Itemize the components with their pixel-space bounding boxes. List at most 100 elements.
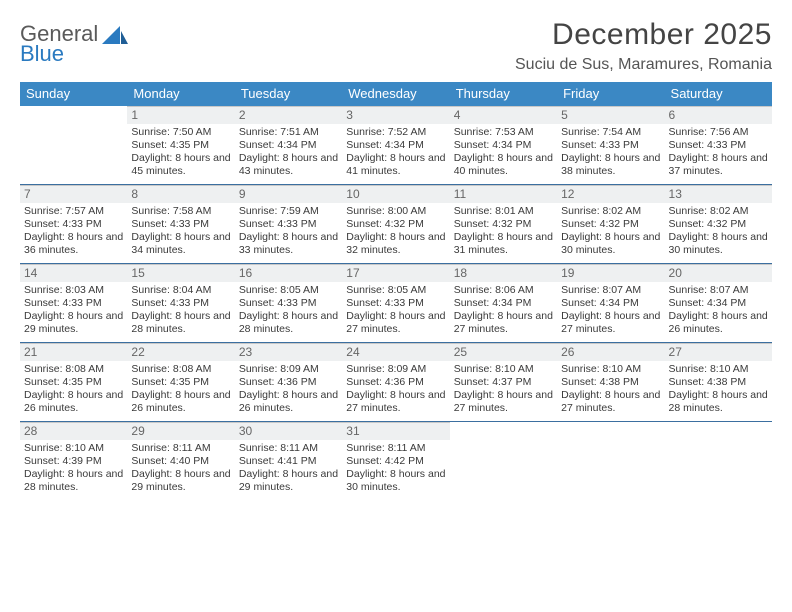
day-cell: 2Sunrise: 7:51 AMSunset: 4:34 PMDaylight… [235,106,342,184]
day-info: Sunrise: 7:56 AMSunset: 4:33 PMDaylight:… [669,126,768,178]
day-cell: 27 Sunrise: 8:10 AMSunset: 4:38 PMDayligh… [665,343,772,421]
day-cell: 24 Sunrise: 8:09 AMSunset: 4:36 PMDayligh… [342,343,449,421]
weekday-header: Sunday [20,82,127,106]
day-number: 29 [127,422,234,440]
weekday-header: Wednesday [342,82,449,106]
day-cell: 30 Sunrise: 8:11 AMSunset: 4:41 PMDayligh… [235,422,342,500]
day-cell: 23 Sunrise: 8:09 AMSunset: 4:36 PMDayligh… [235,343,342,421]
day-number: 14 [20,264,127,282]
day-number: 10 [342,185,449,203]
day-number: 18 [450,264,557,282]
day-info: Sunrise: 8:02 AMSunset: 4:32 PMDaylight:… [669,205,768,257]
day-info: Sunrise: 8:01 AMSunset: 4:32 PMDaylight:… [454,205,553,257]
weekday-header: Friday [557,82,664,106]
day-number: 21 [20,343,127,361]
weekday-header: Saturday [665,82,772,106]
calendar-page: General Blue December 2025 Suciu de Sus,… [0,0,792,500]
day-number: 26 [557,343,664,361]
day-number: 9 [235,185,342,203]
day-cell: 8Sunrise: 7:58 AMSunset: 4:33 PMDaylight… [127,185,234,263]
day-cell: 10Sunrise: 8:00 AMSunset: 4:32 PMDayligh… [342,185,449,263]
day-cell: 9 Sunrise: 7:59 AMSunset: 4:33 PMDaylight… [235,185,342,263]
day-info: Sunrise: 7:53 AMSunset: 4:34 PMDaylight:… [454,126,553,178]
day-cell: 22 Sunrise: 8:08 AMSunset: 4:35 PMDayligh… [127,343,234,421]
day-cell: 12Sunrise: 8:02 AMSunset: 4:32 PMDayligh… [557,185,664,263]
day-number: 27 [665,343,772,361]
day-number: 20 [665,264,772,282]
day-cell: 21 Sunrise: 8:08 AMSunset: 4:35 PMDayligh… [20,343,127,421]
day-info: Sunrise: 7:52 AMSunset: 4:34 PMDaylight:… [346,126,445,178]
day-info: Sunrise: 8:10 AMSunset: 4:38 PMDaylight:… [669,363,768,415]
day-cell: 3Sunrise: 7:52 AMSunset: 4:34 PMDaylight… [342,106,449,184]
day-cell: 17Sunrise: 8:05 AMSunset: 4:33 PMDayligh… [342,264,449,342]
month-title: December 2025 [515,18,772,52]
day-number: 25 [450,343,557,361]
day-info: Sunrise: 8:10 AMSunset: 4:38 PMDaylight:… [561,363,660,415]
title-block: December 2025 Suciu de Sus, Maramures, R… [515,18,772,74]
day-info: Sunrise: 8:03 AMSunset: 4:33 PMDaylight:… [24,284,123,336]
page-header: General Blue December 2025 Suciu de Sus,… [20,18,772,74]
day-info: Sunrise: 8:11 AMSunset: 4:41 PMDaylight:… [239,442,338,494]
day-info: Sunrise: 8:11 AMSunset: 4:42 PMDaylight:… [346,442,445,494]
day-info: Sunrise: 7:58 AMSunset: 4:33 PMDaylight:… [131,205,230,257]
day-info: Sunrise: 8:02 AMSunset: 4:32 PMDaylight:… [561,205,660,257]
brand-line2: Blue [20,41,64,66]
day-number: 11 [450,185,557,203]
day-number: 16 [235,264,342,282]
day-number: 30 [235,422,342,440]
brand-sail-icon [102,26,128,48]
day-cell: 18 Sunrise: 8:06 AMSunset: 4:34 PMDayligh… [450,264,557,342]
day-info: Sunrise: 8:07 AMSunset: 4:34 PMDaylight:… [561,284,660,336]
week-row: 1 Sunrise: 7:50 AMSunset: 4:35 PMDaylight… [20,106,772,184]
day-info: Sunrise: 7:54 AMSunset: 4:33 PMDaylight:… [561,126,660,178]
day-cell: 16 Sunrise: 8:05 AMSunset: 4:33 PMDayligh… [235,264,342,342]
day-info: Sunrise: 8:07 AMSunset: 4:34 PMDaylight:… [669,284,768,336]
day-cell: 14 Sunrise: 8:03 AMSunset: 4:33 PMDayligh… [20,264,127,342]
brand-logo: General Blue [20,18,128,64]
day-info: Sunrise: 8:06 AMSunset: 4:34 PMDaylight:… [454,284,553,336]
day-cell: 20 Sunrise: 8:07 AMSunset: 4:34 PMDayligh… [665,264,772,342]
day-info: Sunrise: 7:50 AMSunset: 4:35 PMDaylight:… [131,126,230,178]
day-number: 1 [127,106,234,124]
day-info: Sunrise: 8:08 AMSunset: 4:35 PMDaylight:… [24,363,123,415]
empty-cell [557,422,664,500]
day-cell: 28 Sunrise: 8:10 AMSunset: 4:39 PMDayligh… [20,422,127,500]
day-number: 31 [342,422,449,440]
day-info: Sunrise: 8:04 AMSunset: 4:33 PMDaylight:… [131,284,230,336]
week-row: 21Sunrise: 8:08 AMSunset: 4:35 PMDayligh… [20,342,772,421]
day-info: Sunrise: 7:51 AMSunset: 4:34 PMDaylight:… [239,126,338,178]
day-info: Sunrise: 7:57 AMSunset: 4:33 PMDaylight:… [24,205,123,257]
weeks-container: 1 Sunrise: 7:50 AMSunset: 4:35 PMDaylight… [20,106,772,500]
empty-cell [450,422,557,500]
day-info: Sunrise: 7:59 AMSunset: 4:33 PMDaylight:… [239,205,338,257]
day-number: 19 [557,264,664,282]
location-text: Suciu de Sus, Maramures, Romania [515,56,772,74]
day-number: 5 [557,106,664,124]
day-info: Sunrise: 8:08 AMSunset: 4:35 PMDaylight:… [131,363,230,415]
day-cell: 1 Sunrise: 7:50 AMSunset: 4:35 PMDaylight… [127,106,234,184]
day-info: Sunrise: 8:11 AMSunset: 4:40 PMDaylight:… [131,442,230,494]
day-cell: 29 Sunrise: 8:11 AMSunset: 4:40 PMDayligh… [127,422,234,500]
day-cell: 13Sunrise: 8:02 AMSunset: 4:32 PMDayligh… [665,185,772,263]
day-cell: 26 Sunrise: 8:10 AMSunset: 4:38 PMDayligh… [557,343,664,421]
day-info: Sunrise: 8:05 AMSunset: 4:33 PMDaylight:… [346,284,445,336]
day-number: 24 [342,343,449,361]
day-number: 22 [127,343,234,361]
day-number: 23 [235,343,342,361]
brand-text: General Blue [20,24,98,64]
day-info: Sunrise: 8:09 AMSunset: 4:36 PMDaylight:… [239,363,338,415]
weekday-header-row: SundayMondayTuesdayWednesdayThursdayFrid… [20,82,772,106]
day-cell: 6Sunrise: 7:56 AMSunset: 4:33 PMDaylight… [665,106,772,184]
day-cell: 31 Sunrise: 8:11 AMSunset: 4:42 PMDayligh… [342,422,449,500]
weekday-header: Tuesday [235,82,342,106]
day-cell: 19 Sunrise: 8:07 AMSunset: 4:34 PMDayligh… [557,264,664,342]
day-info: Sunrise: 8:09 AMSunset: 4:36 PMDaylight:… [346,363,445,415]
week-row: 28 Sunrise: 8:10 AMSunset: 4:39 PMDayligh… [20,421,772,500]
week-row: 7Sunrise: 7:57 AMSunset: 4:33 PMDaylight… [20,184,772,263]
week-row: 14 Sunrise: 8:03 AMSunset: 4:33 PMDayligh… [20,263,772,342]
day-info: Sunrise: 8:05 AMSunset: 4:33 PMDaylight:… [239,284,338,336]
day-cell: 4Sunrise: 7:53 AMSunset: 4:34 PMDaylight… [450,106,557,184]
weekday-header: Thursday [450,82,557,106]
day-number: 28 [20,422,127,440]
day-info: Sunrise: 8:10 AMSunset: 4:39 PMDaylight:… [24,442,123,494]
